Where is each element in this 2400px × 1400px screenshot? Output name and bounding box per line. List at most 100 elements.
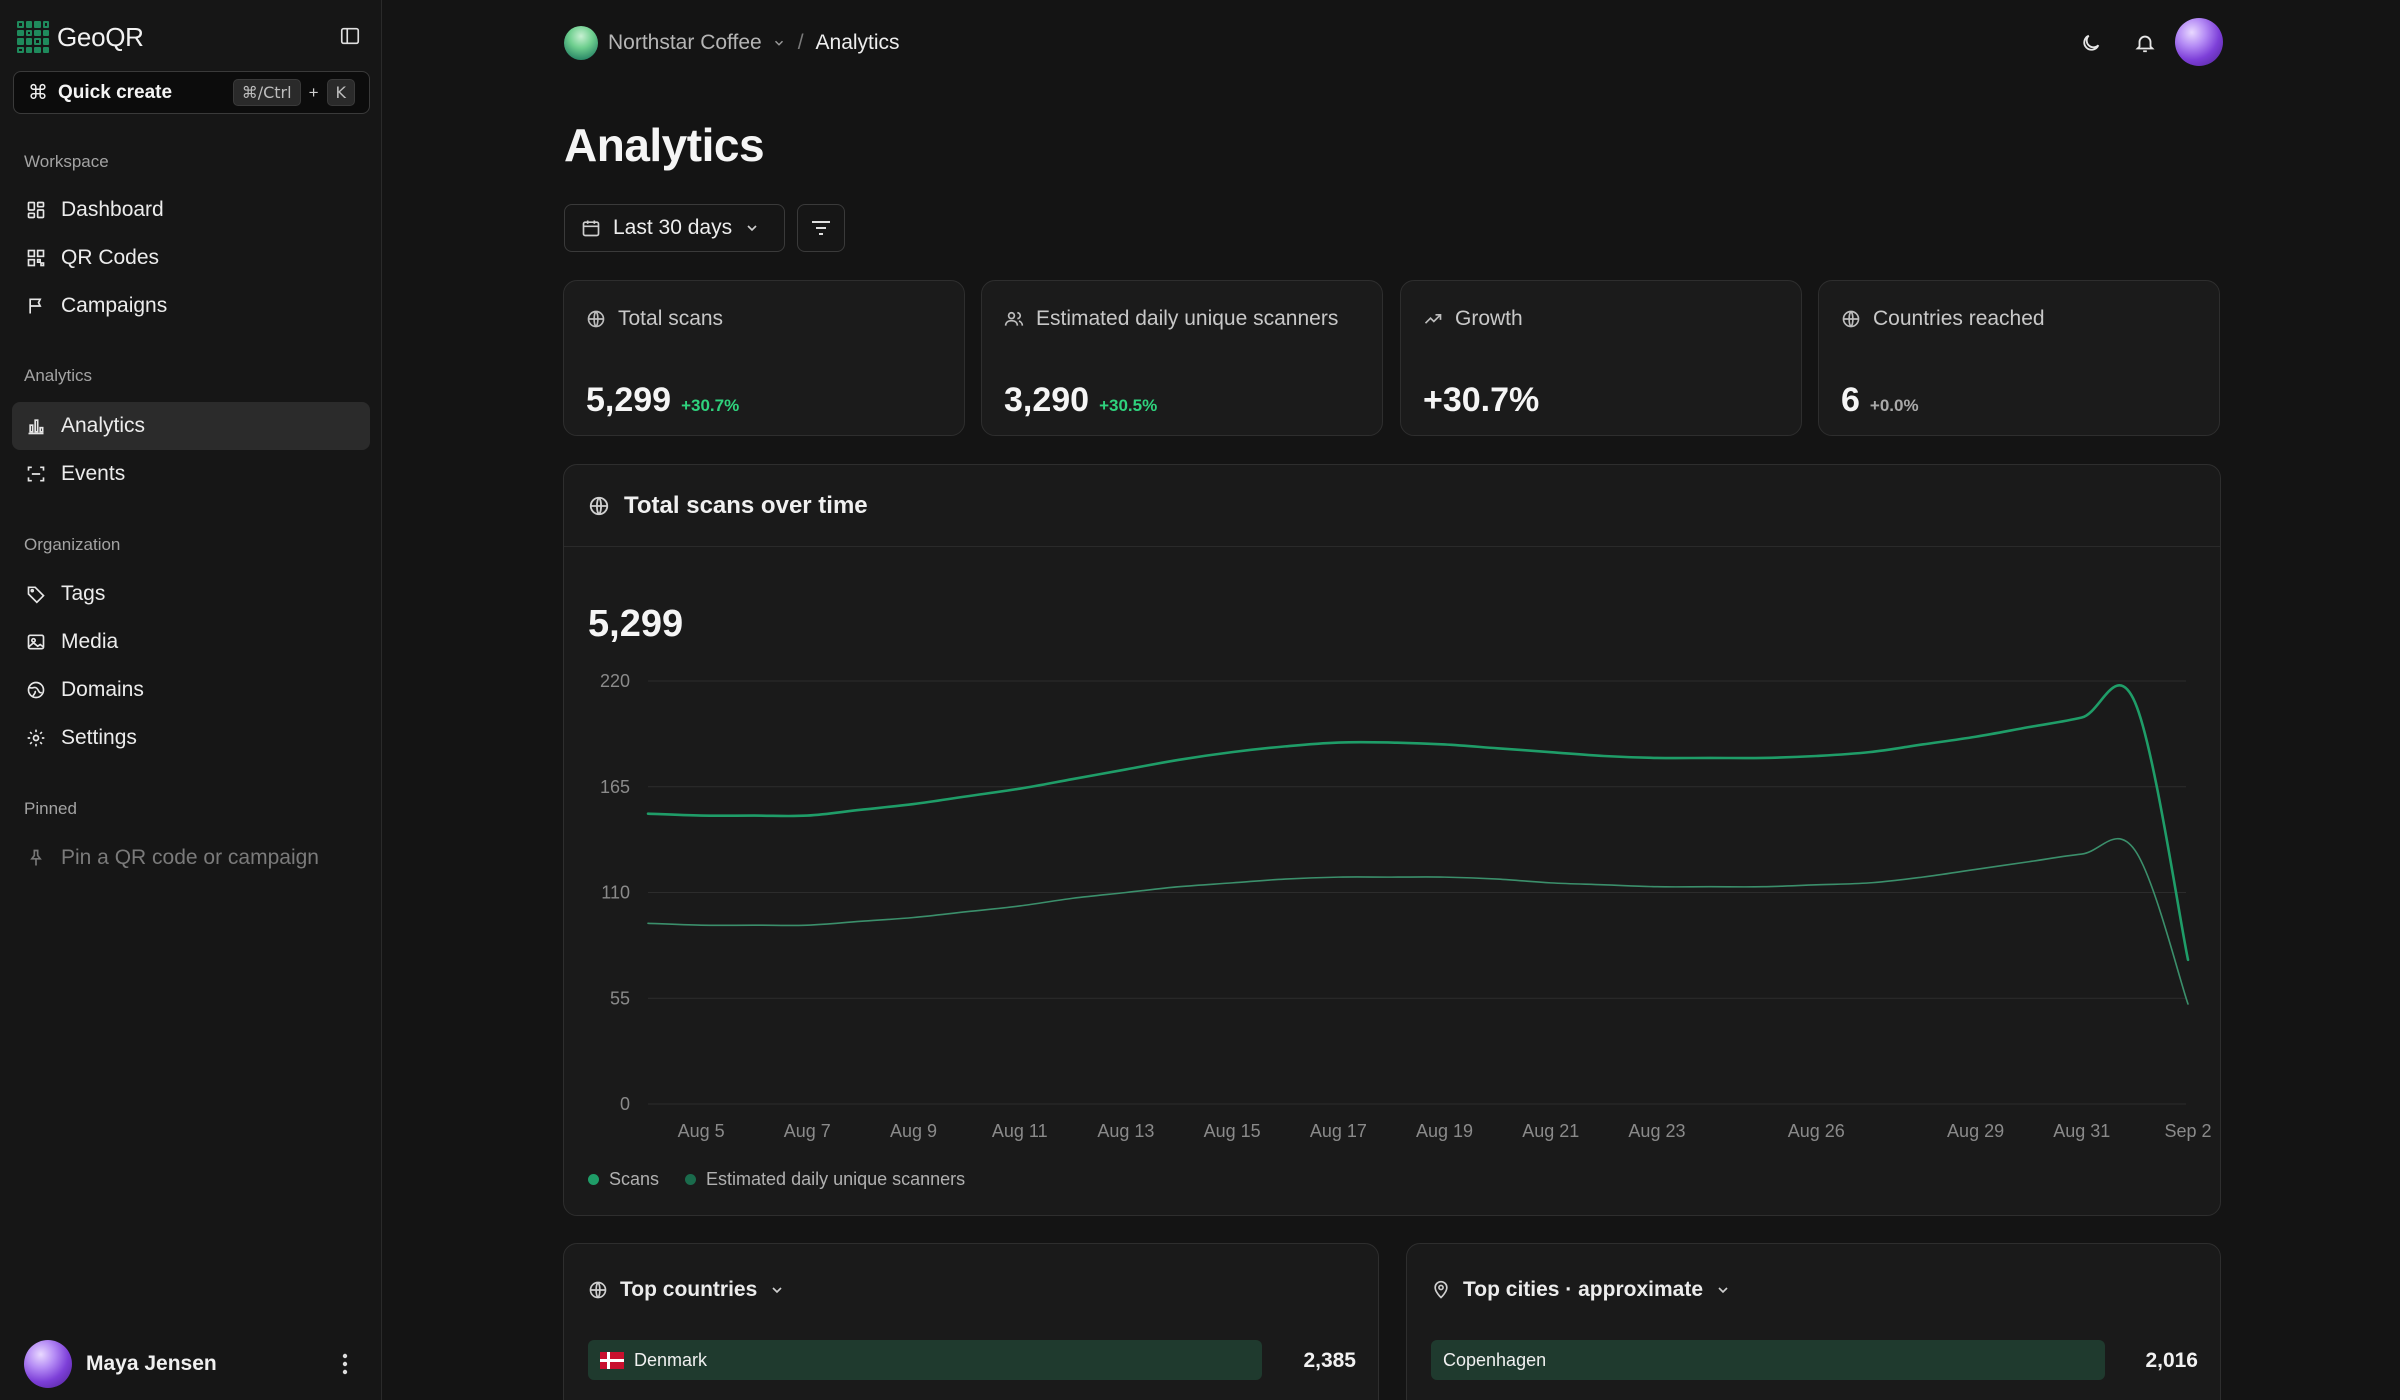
- section-organization: Organization: [24, 535, 121, 554]
- x-tick-label: Aug 31: [2053, 1121, 2110, 1141]
- app-name: GeoQR: [57, 21, 144, 52]
- image-icon: [25, 631, 47, 653]
- more-vertical-icon: [342, 1353, 348, 1375]
- globe-icon: [589, 1281, 607, 1299]
- chart-total-value: 5,299: [588, 603, 684, 645]
- user-menu-button[interactable]: [335, 1350, 355, 1378]
- sidebar-toggle-button[interactable]: [336, 22, 364, 50]
- pin-placeholder: Pin a QR code or campaign: [12, 834, 370, 882]
- kpi-title: Total scans: [618, 307, 724, 330]
- x-tick-label: Aug 7: [784, 1121, 831, 1141]
- shortcut-plus: +: [308, 82, 319, 102]
- x-tick-label: Aug 17: [1310, 1121, 1367, 1141]
- x-tick-label: Aug 19: [1416, 1121, 1473, 1141]
- city-value: 2,016: [2145, 1349, 2198, 1372]
- country-value: 2,385: [1303, 1349, 1356, 1372]
- country-label: Denmark: [634, 1350, 708, 1370]
- header-avatar[interactable]: [2175, 18, 2223, 66]
- series-line-unique-scanners[interactable]: [647, 837, 2189, 1005]
- sidebar-item-events[interactable]: Events: [12, 450, 370, 498]
- sidebar-item-settings[interactable]: Settings: [12, 714, 370, 762]
- section-workspace: Workspace: [24, 152, 109, 171]
- sidebar-item-campaigns[interactable]: Campaigns: [12, 282, 370, 330]
- list-item[interactable]: Denmark 2,385: [588, 1340, 1356, 1380]
- kpi-delta: +30.5%: [1099, 396, 1158, 415]
- legend-label: Estimated daily unique scanners: [706, 1169, 966, 1189]
- top-countries-title: Top countries: [620, 1278, 758, 1301]
- x-tick-label: Aug 13: [1097, 1121, 1154, 1141]
- list-item[interactable]: Copenhagen 2,016: [1431, 1340, 2198, 1380]
- sidebar-item-domains[interactable]: Domains: [12, 666, 370, 714]
- x-tick-label: Sep 2: [2164, 1121, 2211, 1141]
- sidebar-item-label: Events: [61, 462, 126, 485]
- scans-line-chart[interactable]: 0 55 110 165 220 Aug 5 Aug 7 Aug 9 Aug 11 Aug 13 A…: [564, 465, 2221, 1216]
- sidebar-item-label: Domains: [61, 678, 144, 701]
- kpi-card-unique-scanners: Estimated daily unique scanners 3,290 +3…: [981, 280, 1383, 436]
- chevron-down-icon[interactable]: [772, 36, 786, 50]
- x-tick-label: Aug 11: [992, 1121, 1048, 1141]
- series-line-scans[interactable]: [646, 684, 2190, 962]
- map-pin-icon: [1434, 1280, 1448, 1299]
- kpi-value: 5,299: [586, 381, 672, 419]
- sidebar-item-qr-codes[interactable]: QR Codes: [12, 234, 370, 282]
- sidebar-item-tags[interactable]: Tags: [12, 570, 370, 618]
- chevron-down-icon: [772, 1287, 782, 1294]
- sidebar-item-label: Tags: [61, 582, 106, 605]
- y-tick-label: 0: [620, 1094, 630, 1114]
- kpi-card-growth: Growth +30.7%: [1400, 280, 1802, 436]
- sidebar-item-media[interactable]: Media: [12, 618, 370, 666]
- notifications-button[interactable]: [2130, 28, 2160, 58]
- moon-icon: [2083, 34, 2100, 51]
- sidebar-item-dashboard[interactable]: Dashboard: [12, 186, 370, 234]
- calendar-icon: [582, 220, 600, 237]
- kpi-delta: +30.7%: [681, 396, 740, 415]
- quick-create-button[interactable]: ⌘ Quick create ⌘/Ctrl + K: [13, 71, 370, 114]
- user-profile[interactable]: Maya Jensen: [24, 1340, 217, 1388]
- tag-icon: [25, 583, 47, 605]
- date-range-label: Last 30 days: [613, 216, 733, 239]
- breadcrumb-current: Analytics: [815, 31, 900, 54]
- gear-icon: [25, 727, 47, 749]
- x-tick-label: Aug 21: [1522, 1121, 1579, 1141]
- flag-icon: [25, 295, 47, 317]
- legend-item-scans[interactable]: Scans: [588, 1169, 659, 1190]
- workspace-avatar[interactable]: [564, 26, 598, 60]
- x-tick-label: Aug 5: [678, 1121, 725, 1141]
- page-title: Analytics: [564, 119, 765, 171]
- workspace-switcher[interactable]: Northstar Coffee: [608, 31, 762, 54]
- y-tick-label: 55: [610, 988, 630, 1008]
- sidebar-item-analytics[interactable]: Analytics: [12, 402, 370, 450]
- dashboard-icon: [25, 199, 47, 221]
- city-label: Copenhagen: [1443, 1350, 1547, 1370]
- sidebar-item-label: QR Codes: [61, 246, 160, 269]
- kpi-title: Growth: [1455, 307, 1523, 330]
- chart-legend: Scans Estimated daily unique scanners: [588, 1169, 965, 1190]
- shortcut-key-k: K: [326, 79, 355, 106]
- kpi-card-total-scans: Total scans 5,299 +30.7%: [563, 280, 965, 436]
- chart-header: Total scans over time: [564, 465, 2220, 547]
- date-range-select[interactable]: Last 30 days: [564, 204, 785, 252]
- quick-create-label: Quick create: [58, 81, 173, 103]
- globe-icon: [1842, 310, 1860, 328]
- top-countries-dropdown[interactable]: Top countries: [588, 1278, 785, 1302]
- theme-toggle-button[interactable]: [2076, 28, 2106, 58]
- scans-chart-card: Total scans over time 5,299 0 55 110 165 220…: [563, 464, 2221, 1216]
- filter-button[interactable]: [797, 204, 845, 252]
- y-tick-label: 110: [601, 883, 630, 903]
- kpi-value: 3,290: [1004, 381, 1090, 419]
- bar-fill: [1431, 1340, 2106, 1380]
- top-cities-dropdown[interactable]: Top cities · approximate: [1431, 1278, 1731, 1302]
- globe-icon: [589, 496, 609, 515]
- bar-chart-icon: [25, 415, 47, 437]
- x-tick-label: Aug 29: [1947, 1121, 2004, 1141]
- y-tick-label: 165: [600, 777, 630, 797]
- legend-item-unique-scanners[interactable]: Estimated daily unique scanners: [685, 1169, 965, 1190]
- globe-icon: [25, 679, 47, 701]
- breadcrumb-separator: /: [797, 31, 804, 54]
- brand[interactable]: GeoQR: [17, 20, 144, 54]
- globe-icon: [587, 310, 605, 328]
- qr-logo-icon: [17, 21, 49, 53]
- x-tick-label: Aug 26: [1788, 1121, 1845, 1141]
- x-tick-label: Aug 23: [1628, 1121, 1685, 1141]
- top-cities-card: Top cities · approximate Copenhagen 2,01…: [1406, 1243, 2221, 1400]
